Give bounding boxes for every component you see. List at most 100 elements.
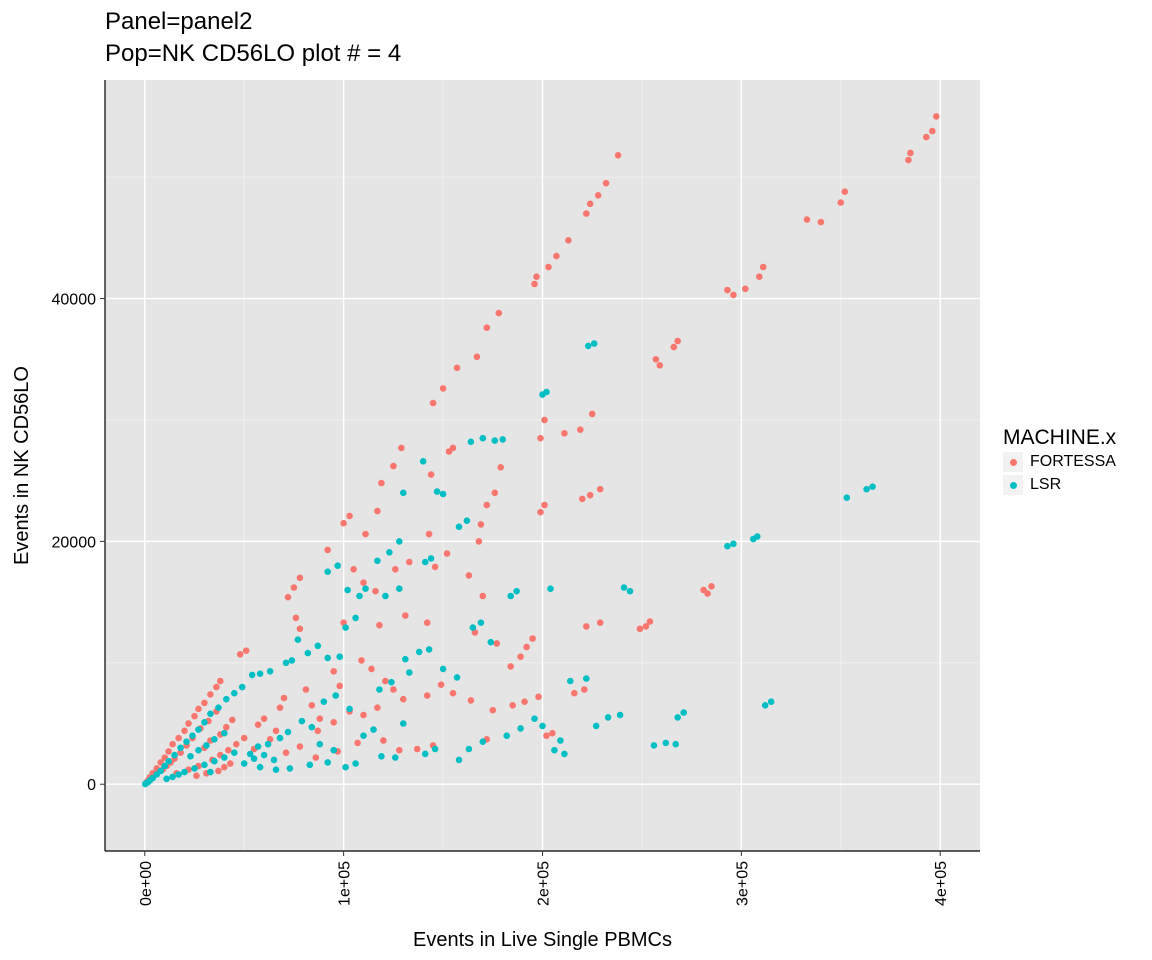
data-point: [304, 649, 312, 657]
data-point: [670, 343, 678, 351]
data-point: [551, 746, 558, 754]
data-point: [240, 760, 248, 767]
data-point: [288, 657, 296, 664]
data-point: [201, 719, 208, 726]
data-point: [513, 587, 520, 595]
data-point: [242, 647, 250, 654]
data-point: [537, 434, 544, 442]
data-point: [246, 750, 254, 758]
data-point: [467, 697, 475, 704]
data-point: [400, 489, 407, 497]
data-point: [483, 324, 491, 332]
data-point: [561, 750, 568, 758]
x-tick-label: 1e+05: [337, 861, 354, 906]
data-point: [272, 766, 280, 773]
data-point: [425, 530, 433, 538]
data-point: [360, 579, 367, 586]
data-point: [843, 494, 851, 502]
data-point: [541, 416, 548, 424]
data-point: [479, 592, 487, 600]
data-point: [360, 711, 367, 719]
data-point: [284, 593, 292, 601]
data-point: [402, 655, 409, 663]
data-point: [177, 749, 184, 756]
data-point: [616, 711, 624, 719]
data-point: [380, 737, 387, 744]
data-point: [316, 740, 324, 748]
data-point: [211, 736, 218, 743]
data-point: [165, 757, 172, 765]
data-point: [487, 638, 495, 646]
data-point: [181, 727, 188, 735]
data-point: [330, 719, 338, 726]
data-point: [360, 732, 367, 739]
data-point: [543, 732, 550, 739]
data-point: [298, 717, 306, 725]
data-point: [187, 753, 194, 760]
data-point: [358, 657, 365, 664]
data-point: [296, 743, 304, 750]
data-point: [286, 765, 294, 772]
data-point: [354, 739, 361, 747]
data-point: [588, 410, 596, 418]
data-point: [406, 669, 413, 676]
data-point: [340, 519, 347, 527]
data-point: [499, 436, 507, 443]
data-point: [929, 127, 936, 135]
data-point: [370, 726, 377, 733]
data-point: [674, 337, 681, 345]
data-point: [923, 133, 930, 141]
data-point: [344, 586, 351, 594]
data-point: [933, 113, 940, 120]
data-point: [362, 585, 369, 592]
data-point: [316, 715, 324, 722]
data-point: [332, 692, 340, 699]
data-point: [579, 495, 586, 503]
data-point: [191, 712, 198, 720]
data-point: [495, 309, 503, 317]
data-point: [169, 740, 176, 748]
data-point: [586, 491, 594, 499]
data-point: [189, 732, 196, 739]
data-point: [374, 507, 381, 515]
data-points: [141, 113, 940, 788]
data-point: [324, 546, 332, 554]
data-point: [465, 745, 473, 753]
data-point: [439, 665, 447, 673]
data-point: [465, 572, 473, 579]
data-point: [730, 540, 737, 548]
data-point: [541, 501, 548, 509]
data-point: [390, 686, 397, 693]
data-point: [584, 342, 592, 350]
data-point: [491, 489, 499, 497]
y-tick-label: 40000: [52, 292, 97, 309]
data-point: [227, 760, 234, 767]
data-point: [561, 430, 568, 437]
data-point: [463, 517, 471, 524]
data-point: [761, 702, 769, 709]
data-point: [415, 648, 423, 656]
data-point: [314, 642, 322, 650]
data-point: [533, 273, 540, 281]
data-point: [642, 623, 650, 630]
data-point: [250, 755, 258, 762]
data-point: [545, 263, 552, 271]
data-point: [423, 619, 431, 626]
data-point: [141, 780, 149, 788]
data-point: [529, 635, 536, 642]
data-point: [330, 668, 338, 675]
data-point: [272, 727, 280, 735]
data-point: [240, 734, 248, 742]
data-point: [352, 760, 359, 767]
data-point: [521, 698, 528, 705]
chart-subtitle: Pop=NK CD56LO plot # = 4: [105, 40, 402, 67]
data-point: [431, 563, 439, 571]
data-point: [213, 683, 220, 691]
data-point: [346, 705, 353, 713]
data-point: [308, 702, 316, 709]
data-point: [724, 542, 731, 550]
x-tick-label: 3e+05: [734, 861, 751, 906]
data-point: [423, 692, 431, 699]
data-point: [553, 252, 560, 260]
data-point: [869, 483, 876, 491]
